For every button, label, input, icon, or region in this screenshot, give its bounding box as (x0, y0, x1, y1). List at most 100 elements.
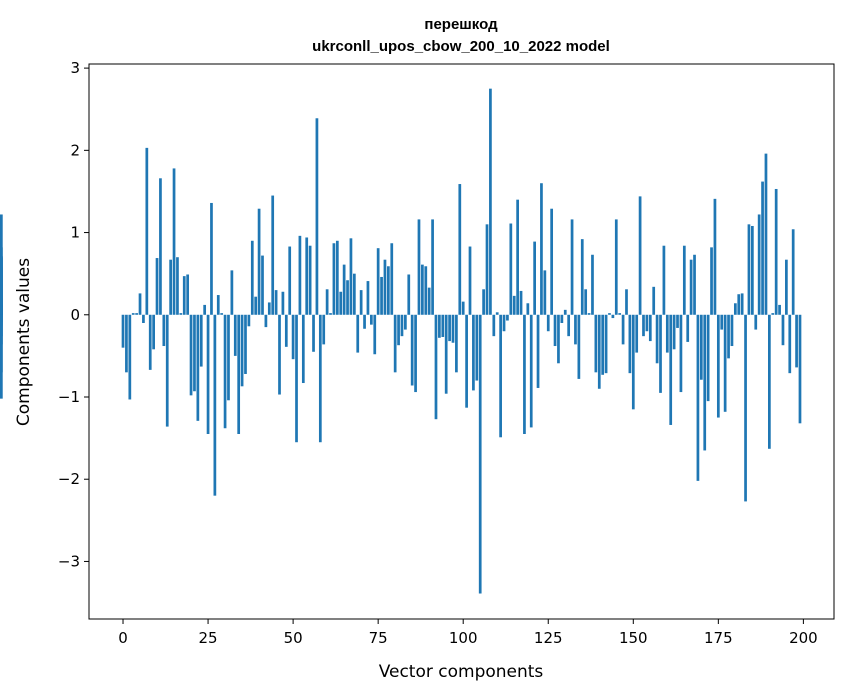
bar-5 (138, 293, 142, 315)
bar-55 (308, 245, 312, 315)
bar-71 (363, 314, 366, 329)
bar-67 (349, 238, 353, 315)
bar-139 (594, 314, 598, 373)
bar-127 (553, 314, 557, 347)
bar-154 (645, 314, 649, 332)
bar-136 (584, 289, 588, 315)
bar-120 (529, 314, 533, 428)
bar-43 (267, 302, 271, 315)
x-tick-label: 175 (704, 629, 733, 647)
bar-180 (733, 303, 737, 315)
bar-157 (655, 314, 659, 364)
bar-53 (301, 314, 305, 384)
bar-14 (169, 259, 173, 315)
bar-96 (448, 314, 451, 342)
bar-60 (325, 289, 329, 315)
bar-33 (233, 314, 237, 356)
bar-121 (533, 241, 536, 315)
bar-44 (271, 195, 275, 315)
bar-93 (438, 314, 441, 338)
bar-115 (512, 295, 516, 315)
bar-15 (172, 168, 176, 315)
bar-36 (244, 314, 247, 374)
bar-128 (557, 314, 560, 364)
bar-118 (523, 314, 526, 434)
bar-167 (689, 259, 693, 315)
bars-group (0, 88, 802, 594)
bar-79 (390, 243, 394, 315)
bar-181 (737, 294, 741, 315)
x-tick-label: 50 (284, 629, 303, 647)
bar-174 (713, 198, 717, 315)
bar-42 (264, 314, 268, 328)
bar-88 (421, 264, 424, 315)
bar-135 (580, 239, 584, 315)
bar-9 (152, 314, 155, 350)
bar-179 (730, 314, 734, 347)
bar-142 (604, 314, 608, 374)
bar-59 (322, 314, 326, 345)
bar-195 (785, 259, 788, 315)
bar-156 (652, 286, 656, 315)
x-axis-label: Vector components (379, 662, 544, 682)
bar-145 (614, 219, 618, 315)
bar-63 (335, 240, 339, 315)
bar-13 (165, 314, 169, 427)
bar-105 (478, 314, 482, 594)
bar-113 (506, 314, 509, 321)
y-tick-label: 2 (70, 141, 80, 159)
bar-151 (635, 314, 639, 353)
x-tick-label: 150 (619, 629, 648, 647)
bar-192 (774, 188, 778, 315)
bar-119 (526, 303, 530, 315)
bar-126 (550, 208, 554, 315)
bar-34 (237, 314, 241, 434)
bar-undefined (0, 314, 3, 345)
bar-138 (591, 254, 594, 315)
bar-17 (179, 313, 183, 315)
bar-95 (444, 314, 448, 394)
chart-title-line-2: ukrconll_upos_cbow_200_10_2022 model (312, 38, 610, 55)
bar-114 (509, 223, 513, 315)
bar-40 (257, 208, 261, 315)
bar-72 (366, 281, 370, 315)
bar-129 (560, 314, 564, 323)
bar-47 (281, 291, 285, 315)
bar-39 (254, 296, 258, 315)
bar-184 (747, 224, 751, 315)
bar-166 (686, 314, 690, 342)
bar-122 (536, 314, 540, 388)
bar-152 (638, 196, 642, 315)
bar-31 (227, 314, 230, 401)
bar-24 (203, 304, 207, 315)
bar-123 (540, 183, 543, 315)
bar-21 (193, 314, 196, 392)
bar-32 (230, 270, 234, 315)
bar-199 (798, 314, 802, 424)
bar-178 (727, 314, 730, 359)
x-tick-label: 75 (369, 629, 388, 647)
bar-111 (499, 314, 502, 438)
bar-62 (332, 243, 336, 315)
bar-194 (781, 314, 785, 346)
y-axis-label: Components values (14, 258, 34, 426)
bar-133 (574, 314, 577, 345)
y-tick-label: 0 (70, 306, 80, 324)
bar-104 (475, 314, 479, 381)
bar-50 (291, 314, 295, 360)
bar-20 (189, 314, 193, 396)
bar-176 (720, 314, 724, 330)
bar-112 (502, 314, 506, 332)
y-tick-label: 1 (70, 224, 80, 242)
x-tick-label: 125 (534, 629, 563, 647)
bar-11 (159, 178, 162, 315)
bar-148 (625, 289, 628, 315)
y-tick-label: −3 (58, 552, 80, 570)
bar-85 (410, 314, 414, 386)
bar-6 (142, 314, 145, 323)
y-tick-label: −2 (58, 470, 80, 488)
x-tick-label: 200 (789, 629, 818, 647)
bar-49 (288, 246, 292, 315)
bar-130 (563, 309, 567, 315)
bar-73 (369, 314, 373, 325)
